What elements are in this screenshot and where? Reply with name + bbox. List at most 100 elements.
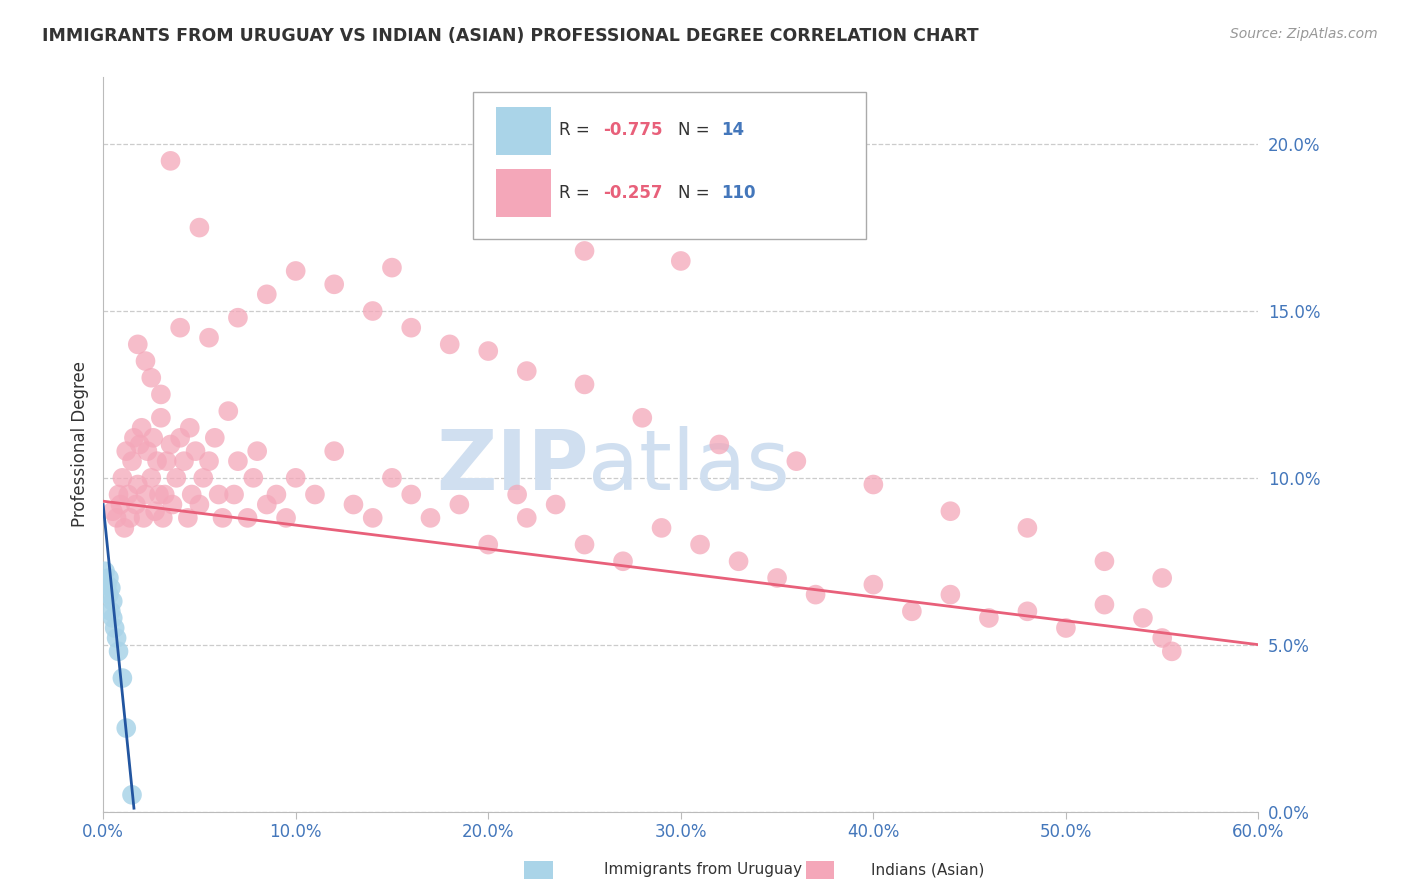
- Point: [399, 320, 422, 334]
- Point: [156, 454, 179, 468]
- Point: [127, 337, 149, 351]
- Text: N =: N =: [679, 185, 716, 202]
- Point: [198, 454, 221, 468]
- Point: [152, 511, 174, 525]
- Point: [111, 671, 134, 685]
- Point: [862, 577, 884, 591]
- Text: 110: 110: [721, 185, 756, 202]
- Point: [153, 487, 176, 501]
- Point: [222, 487, 245, 501]
- Point: [477, 538, 499, 552]
- Point: [449, 498, 471, 512]
- Point: [381, 471, 404, 485]
- Point: [862, 477, 884, 491]
- Point: [516, 364, 538, 378]
- Point: [159, 437, 181, 451]
- Point: [97, 571, 120, 585]
- Text: -0.775: -0.775: [603, 121, 662, 139]
- Text: -0.257: -0.257: [603, 185, 662, 202]
- Point: [100, 604, 122, 618]
- Point: [120, 511, 142, 525]
- Point: [127, 477, 149, 491]
- Point: [381, 260, 404, 275]
- Point: [419, 511, 441, 525]
- Point: [115, 444, 138, 458]
- Point: [177, 511, 200, 525]
- Point: [399, 487, 422, 501]
- Point: [727, 554, 749, 568]
- Point: [121, 454, 143, 468]
- Point: [131, 421, 153, 435]
- FancyBboxPatch shape: [496, 107, 551, 154]
- Point: [477, 344, 499, 359]
- Point: [165, 471, 187, 485]
- Point: [1152, 571, 1174, 585]
- Point: [107, 644, 129, 658]
- Point: [574, 377, 596, 392]
- Point: [134, 487, 156, 501]
- Point: [179, 421, 201, 435]
- Point: [110, 498, 132, 512]
- Point: [1054, 621, 1077, 635]
- Point: [274, 511, 297, 525]
- Text: R =: R =: [560, 185, 596, 202]
- Point: [246, 444, 269, 458]
- Point: [766, 571, 789, 585]
- Point: [211, 511, 233, 525]
- Point: [208, 487, 231, 501]
- Text: Source: ZipAtlas.com: Source: ZipAtlas.com: [1230, 27, 1378, 41]
- FancyBboxPatch shape: [472, 92, 866, 239]
- Point: [132, 511, 155, 525]
- Point: [242, 471, 264, 485]
- Point: [689, 538, 711, 552]
- Point: [141, 471, 163, 485]
- Point: [1152, 631, 1174, 645]
- Point: [193, 471, 215, 485]
- Point: [100, 581, 122, 595]
- Point: [939, 504, 962, 518]
- Point: [574, 538, 596, 552]
- Point: [128, 437, 150, 451]
- Point: [1017, 521, 1039, 535]
- Point: [266, 487, 288, 501]
- Point: [631, 410, 654, 425]
- Point: [516, 511, 538, 525]
- Point: [651, 521, 673, 535]
- Point: [236, 511, 259, 525]
- Point: [342, 498, 364, 512]
- Point: [97, 588, 120, 602]
- Text: 14: 14: [721, 121, 744, 139]
- Y-axis label: Professional Degree: Professional Degree: [72, 361, 89, 527]
- Point: [111, 471, 134, 485]
- Point: [226, 310, 249, 325]
- Point: [104, 621, 127, 635]
- Point: [804, 588, 827, 602]
- Point: [148, 487, 170, 501]
- Point: [159, 153, 181, 168]
- Point: [125, 498, 148, 512]
- Point: [146, 454, 169, 468]
- Point: [143, 504, 166, 518]
- Point: [256, 498, 278, 512]
- Point: [94, 564, 117, 578]
- Point: [323, 277, 346, 292]
- Point: [939, 588, 962, 602]
- Point: [361, 511, 384, 525]
- Point: [149, 387, 172, 401]
- Point: [226, 454, 249, 468]
- Point: [101, 611, 124, 625]
- Point: [506, 487, 529, 501]
- Point: [1094, 598, 1116, 612]
- Point: [256, 287, 278, 301]
- Point: [574, 244, 596, 258]
- Text: N =: N =: [679, 121, 716, 139]
- Point: [134, 354, 156, 368]
- Text: Indians (Asian): Indians (Asian): [872, 863, 984, 877]
- Point: [184, 444, 207, 458]
- Point: [544, 498, 567, 512]
- Point: [180, 487, 202, 501]
- Point: [198, 331, 221, 345]
- Point: [1094, 554, 1116, 568]
- Point: [149, 410, 172, 425]
- Point: [766, 164, 789, 178]
